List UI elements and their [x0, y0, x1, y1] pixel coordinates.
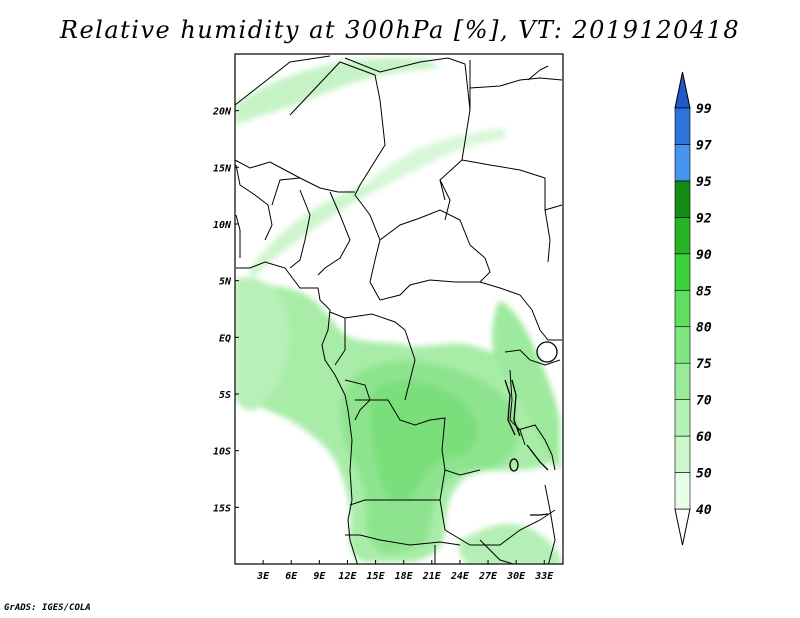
colorbar-label: 92 [696, 211, 712, 226]
colorbar-segment [674, 253, 691, 291]
colorbar-segment [674, 180, 691, 218]
colorbar-label: 85 [696, 284, 712, 299]
colorbar-label: 70 [696, 394, 712, 409]
colorbar-segment [674, 362, 691, 400]
colorbar-top-triangle [674, 71, 691, 109]
colorbar-label: 95 [696, 175, 712, 190]
colorbar: 40 50 60 70 75 80 85 90 92 95 97 99 [674, 71, 712, 546]
colorbar-label: 80 [696, 321, 712, 336]
humidity-region-northwest [235, 57, 440, 126]
colorbar-label: 97 [696, 138, 712, 153]
country-borders [235, 55, 563, 564]
colorbar-segment [674, 399, 691, 437]
lakes [504, 341, 558, 516]
lon-tick-label: 21E [422, 571, 442, 582]
colorbar-segment [674, 217, 691, 255]
humidity-region-core-inner [369, 380, 479, 502]
lat-tick-label: 20N [212, 107, 232, 118]
lat-tick-label: 15N [213, 163, 232, 174]
lat-tick-label: 15S [213, 503, 231, 514]
humidity-region-gulf [235, 277, 290, 411]
latitude-axis: 20N 15N 10N 5N EQ 5S 10S 15S [212, 107, 239, 514]
colorbar-segment [674, 107, 691, 145]
lon-tick-label: 24E [450, 571, 470, 582]
lon-tick-label: 15E [367, 571, 386, 582]
lat-tick-label: 10N [213, 220, 232, 231]
lon-tick-label: 6E [285, 571, 298, 582]
humidity-region-sahel-streak [370, 128, 505, 192]
colorbar-label: 40 [696, 503, 712, 518]
lat-tick-label: 5N [219, 277, 232, 288]
chart-title: Relative humidity at 300hPa [%], VT: 201… [59, 16, 741, 44]
humidity-region-south [458, 523, 562, 564]
lat-tick-label: 10S [213, 447, 231, 458]
lon-tick-label: 18E [395, 571, 414, 582]
grads-credit: GrADS: IGES/COLA [4, 603, 91, 613]
colorbar-bottom-triangle [674, 508, 691, 546]
colorbar-segment [674, 435, 691, 473]
colorbar-label: 75 [696, 357, 712, 372]
lat-tick-label: EQ [219, 333, 231, 344]
longitude-axis: 3E 6E 9E 12E 15E 18E 21E 24E 27E 30E 33E [256, 560, 554, 582]
humidity-region-sahara-streak [250, 182, 378, 282]
map-frame [234, 53, 564, 565]
colorbar-label: 50 [696, 467, 712, 482]
colorbar-label: 90 [696, 248, 712, 263]
colorbar-segment [674, 289, 691, 328]
lon-tick-label: 12E [338, 571, 357, 582]
colorbar-segment [674, 472, 691, 510]
lon-tick-label: 30E [506, 571, 526, 582]
lat-tick-label: 5S [219, 390, 231, 401]
humidity-field [235, 57, 562, 564]
humidity-region-east [492, 300, 560, 470]
lon-tick-label: 9E [313, 571, 326, 582]
lon-tick-label: 3E [256, 571, 270, 582]
colorbar-segment [674, 326, 691, 364]
lon-tick-label: 33E [534, 571, 554, 582]
colorbar-label: 60 [696, 430, 712, 445]
lon-tick-label: 27E [478, 571, 498, 582]
colorbar-label: 99 [696, 102, 712, 117]
colorbar-segment [674, 144, 691, 182]
